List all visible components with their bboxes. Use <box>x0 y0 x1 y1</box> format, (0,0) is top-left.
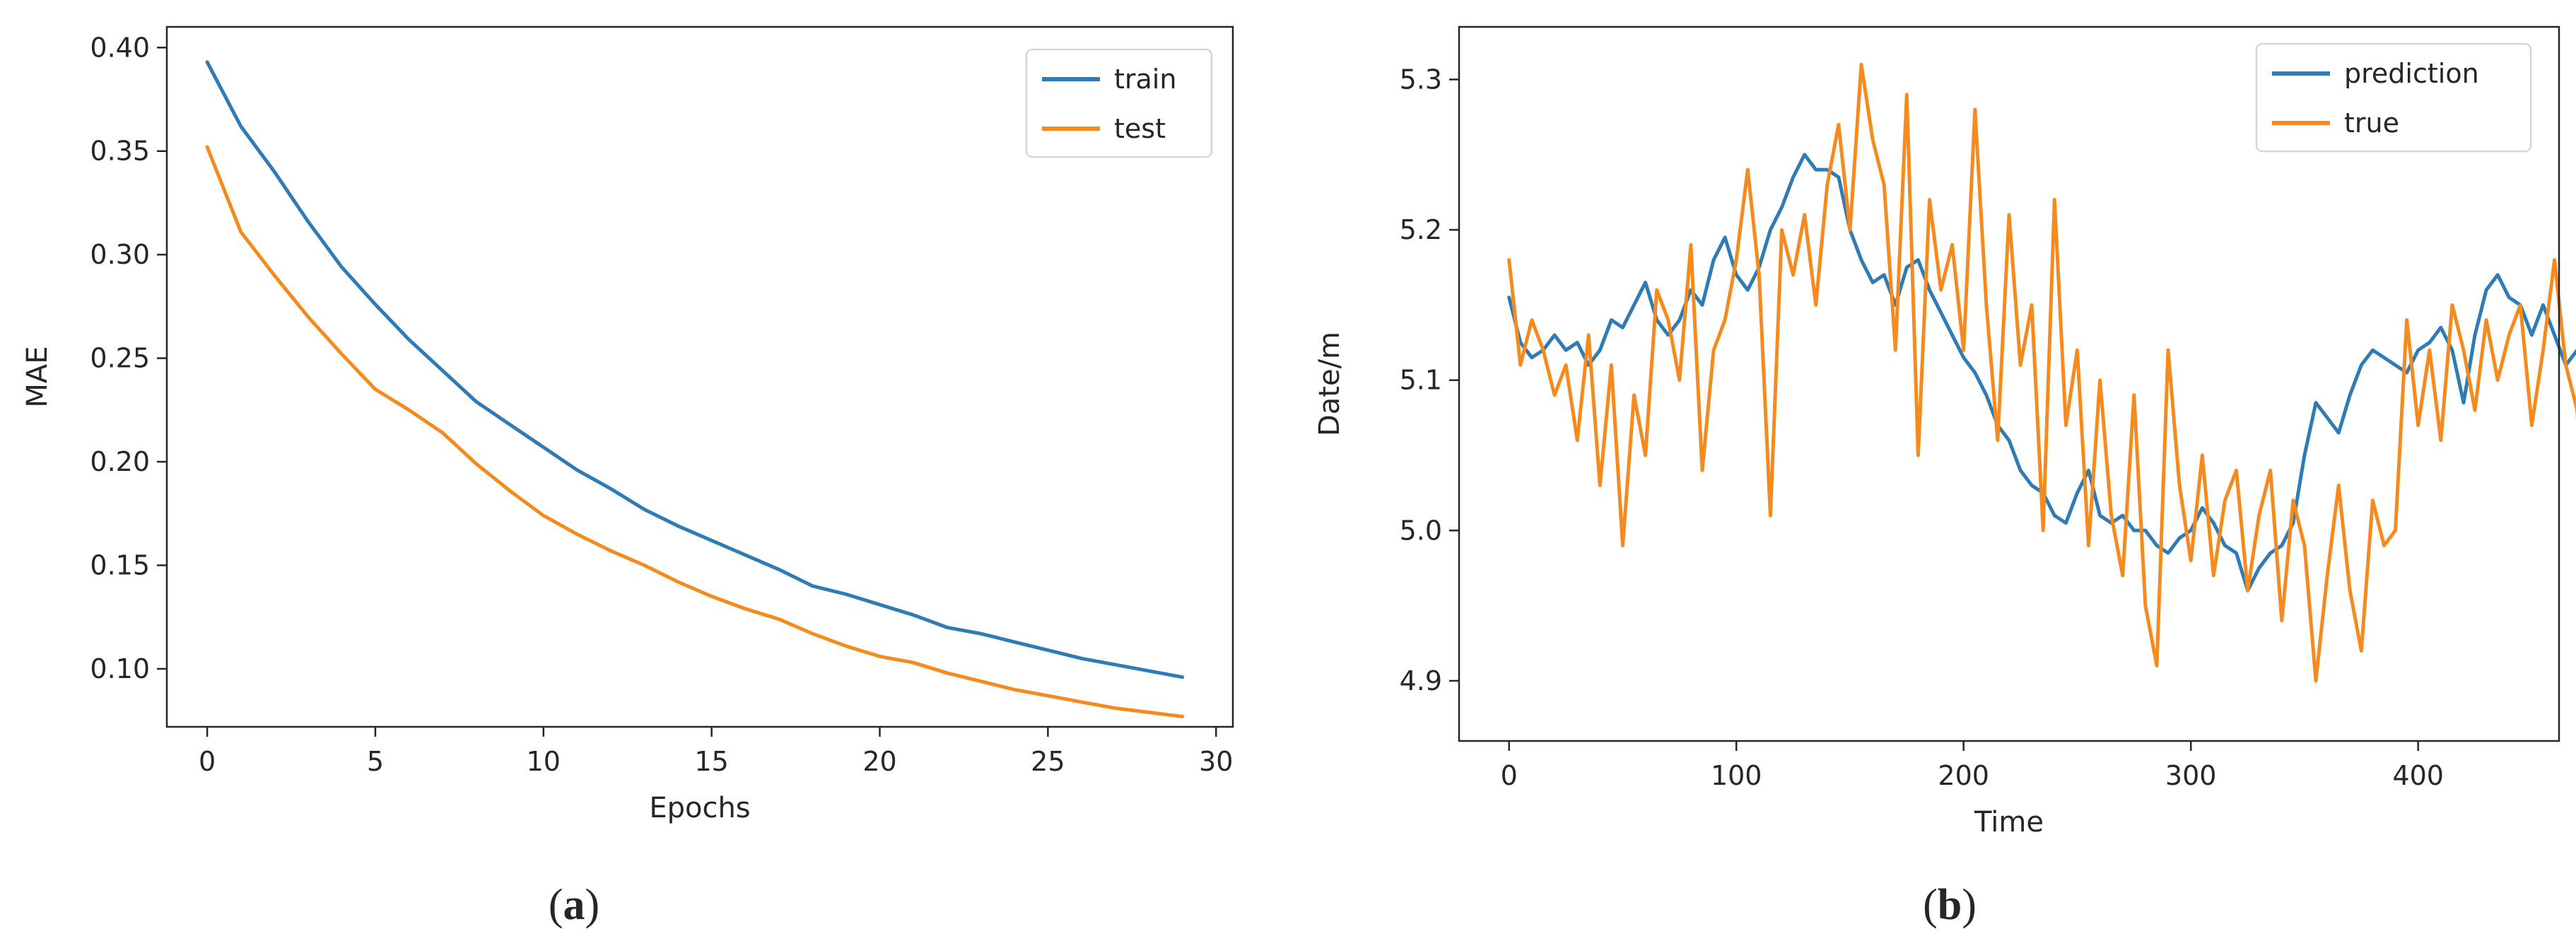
y-tick-label: 0.35 <box>90 136 150 167</box>
legend-label-train: train <box>1114 64 1176 95</box>
x-tick-label: 100 <box>1711 760 1762 791</box>
y-tick-label: 0.20 <box>90 446 150 477</box>
panel-a-caption: (a) <box>549 881 599 929</box>
y-tick-label: 0.15 <box>90 550 150 581</box>
plot-frame <box>1458 25 2560 742</box>
y-tick-label: 0.40 <box>90 32 150 63</box>
panel-b: 0 100 200 300 400 4.9 5.0 5.1 5.2 5.3 Time Date/m pr… <box>1313 25 2576 839</box>
x-tick-label: 0 <box>1501 760 1518 791</box>
x-axis-label: Time <box>1974 806 2044 839</box>
x-axis-label: Epochs <box>649 792 750 824</box>
series-line-train <box>205 60 1185 679</box>
legend-label-true: true <box>2344 107 2399 139</box>
y-axis-label: Date/m <box>1313 332 1346 436</box>
series-line-true <box>1507 62 2576 683</box>
legend-label-prediction: prediction <box>2344 58 2479 89</box>
x-tick-label: 30 <box>1199 746 1233 777</box>
x-tick-label: 5 <box>367 746 384 777</box>
panel-a-caption-letter: a <box>563 881 585 929</box>
x-tick-label: 300 <box>2165 760 2217 791</box>
x-tick-label: 0 <box>199 746 216 777</box>
x-tick-label: 25 <box>1031 746 1065 777</box>
y-tick-label: 5.2 <box>1400 214 1442 245</box>
y-tick-label: 5.3 <box>1400 64 1442 95</box>
y-tick-label: 5.0 <box>1400 515 1442 546</box>
x-tick-label: 400 <box>2392 760 2444 791</box>
legend-label-test: test <box>1114 113 1166 144</box>
y-tick-label: 4.9 <box>1400 665 1442 696</box>
panel-b-caption: (b) <box>1923 881 1977 929</box>
x-tick-label: 200 <box>1938 760 1989 791</box>
y-axis-label: MAE <box>21 346 54 407</box>
y-tick-label: 0.25 <box>90 343 150 374</box>
y-tick-label: 0.30 <box>90 239 150 270</box>
x-tick-label: 15 <box>694 746 728 777</box>
panel-a: 0 5 10 15 20 25 30 0.10 0.15 0.20 0.25 0.30 0.35 0.40… <box>21 25 1234 824</box>
series-line-test <box>205 145 1185 718</box>
x-tick-label: 10 <box>527 746 561 777</box>
y-tick-label: 0.10 <box>90 653 150 684</box>
x-tick-label: 20 <box>862 746 896 777</box>
y-tick-label: 5.1 <box>1400 365 1442 396</box>
plot-frame <box>165 25 1234 728</box>
panel-b-caption-letter: b <box>1938 881 1962 929</box>
